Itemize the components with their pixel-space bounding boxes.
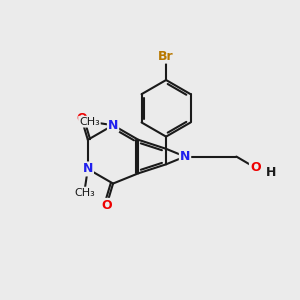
Text: CH₃: CH₃ xyxy=(74,188,94,198)
Text: Br: Br xyxy=(158,50,174,63)
Text: CH₃: CH₃ xyxy=(79,117,100,127)
Text: O: O xyxy=(76,112,87,124)
Text: O: O xyxy=(101,199,112,212)
Text: N: N xyxy=(108,119,118,132)
Text: N: N xyxy=(82,163,93,176)
Text: H: H xyxy=(266,166,277,178)
Text: O: O xyxy=(250,161,260,174)
Text: N: N xyxy=(180,150,190,163)
